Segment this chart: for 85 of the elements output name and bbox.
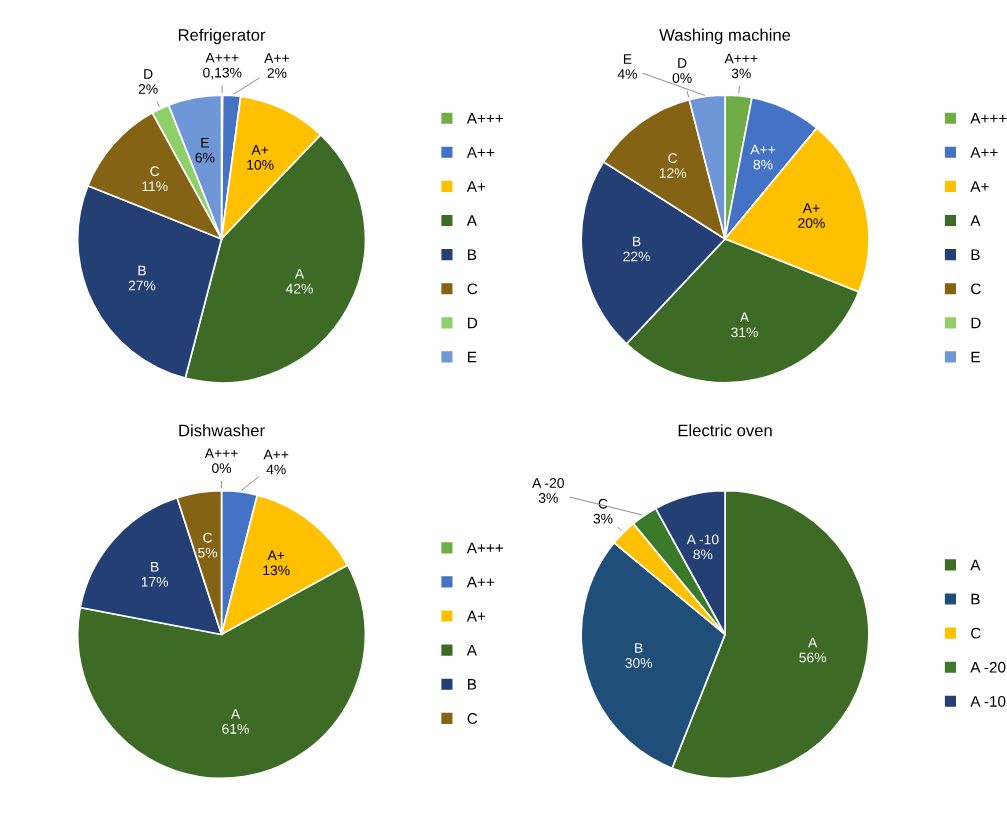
slice-label: A+ — [802, 203, 820, 213]
slice-label: A+ — [251, 145, 269, 155]
slice-label: A++ — [264, 53, 289, 63]
slice-label: C — [598, 498, 608, 509]
chart-title: Dishwasher — [179, 424, 265, 437]
data-label: 30% — [625, 658, 653, 668]
slice-label: A — [808, 637, 818, 648]
data-label: 3% — [538, 493, 558, 503]
slice-label: C — [150, 166, 160, 177]
slice-label: B — [633, 236, 641, 247]
slice-label: A++ — [750, 144, 776, 155]
text: 0% — [212, 463, 232, 474]
legend-label: A+++ — [466, 113, 503, 124]
category-label: D — [678, 58, 687, 68]
legend-label: E — [971, 351, 980, 363]
legend-label: A — [970, 215, 981, 226]
data-label: 2% — [138, 84, 158, 94]
slice-label: A — [294, 268, 305, 279]
data-label: 8% — [693, 549, 713, 560]
data-label: 3% — [593, 513, 613, 524]
slice-label: C — [668, 153, 678, 164]
legend-label: C — [971, 627, 981, 639]
chart-title: Washing machine — [659, 28, 791, 45]
legend-label: C — [971, 283, 981, 295]
slice-label: A+++ — [724, 53, 758, 64]
data-label: 56% — [799, 652, 827, 663]
data-label: 4% — [266, 464, 286, 475]
slice-label: E — [623, 54, 632, 64]
slice-label: B — [151, 562, 159, 572]
legend-label: A+ — [970, 181, 989, 192]
data-label: 61% — [222, 723, 249, 734]
legend-label: B — [971, 249, 980, 260]
slice-label: B — [138, 265, 146, 276]
data-label: 13% — [263, 565, 290, 576]
slice-label: E — [201, 137, 209, 148]
data-label: 8% — [753, 159, 773, 170]
data-label: 27% — [128, 280, 156, 291]
data-label: 10% — [247, 159, 274, 170]
slice-label: C — [203, 532, 213, 543]
data-label: 6% — [195, 152, 215, 163]
legend-label: A++ — [466, 147, 495, 158]
data-label: 2% — [267, 68, 287, 78]
category-label: A+++ — [204, 448, 238, 458]
slice-label: B — [635, 643, 643, 653]
slice-label: A+++ — [205, 52, 239, 63]
legend-label: B — [468, 679, 477, 690]
data-label: 22% — [623, 251, 650, 262]
data-label: 17% — [141, 576, 169, 587]
legend-label: B — [468, 249, 477, 260]
slice-label: A — [739, 312, 750, 323]
slice-label: A++ — [263, 449, 289, 460]
legend-label: E — [468, 351, 477, 363]
legend-label: A+ — [466, 181, 486, 192]
legend-label: A — [466, 644, 477, 656]
legend-label: A++ — [970, 147, 998, 158]
legend-label: A — [466, 215, 477, 226]
chart-title: Refrigerator — [178, 28, 266, 45]
data-label: 4% — [617, 69, 637, 79]
chart-title: Electric oven — [678, 424, 772, 437]
legend-label: A -10 — [970, 695, 1006, 707]
data-label: 31% — [731, 327, 758, 338]
slice-label: A — [230, 709, 241, 719]
data-label: 11% — [142, 181, 168, 192]
data-label: 12% — [659, 168, 687, 178]
slice-label: A -10 — [686, 534, 719, 545]
legend-label: A+++ — [466, 542, 503, 554]
legend-label: A+++ — [970, 113, 1007, 124]
text: 0% — [672, 73, 692, 83]
data-label: 20% — [798, 218, 825, 228]
legend-label: C — [467, 713, 478, 724]
slice-label: D — [144, 69, 153, 79]
data-label: 5% — [198, 547, 218, 558]
legend-label: C — [467, 283, 478, 295]
data-label: 3% — [731, 68, 751, 79]
legend-label: A -20 — [970, 661, 1006, 673]
legend-label: A — [970, 559, 981, 571]
legend-label: B — [971, 593, 980, 605]
slice-label: A -20 — [532, 478, 564, 488]
legend-label: A++ — [466, 576, 495, 588]
legend-label: D — [971, 317, 981, 329]
data-label: 42% — [285, 283, 313, 294]
legend-label: D — [468, 317, 478, 329]
data-label: 0,13% — [203, 67, 242, 80]
legend-label: A+ — [466, 610, 486, 622]
slice-label: A+ — [267, 550, 285, 561]
